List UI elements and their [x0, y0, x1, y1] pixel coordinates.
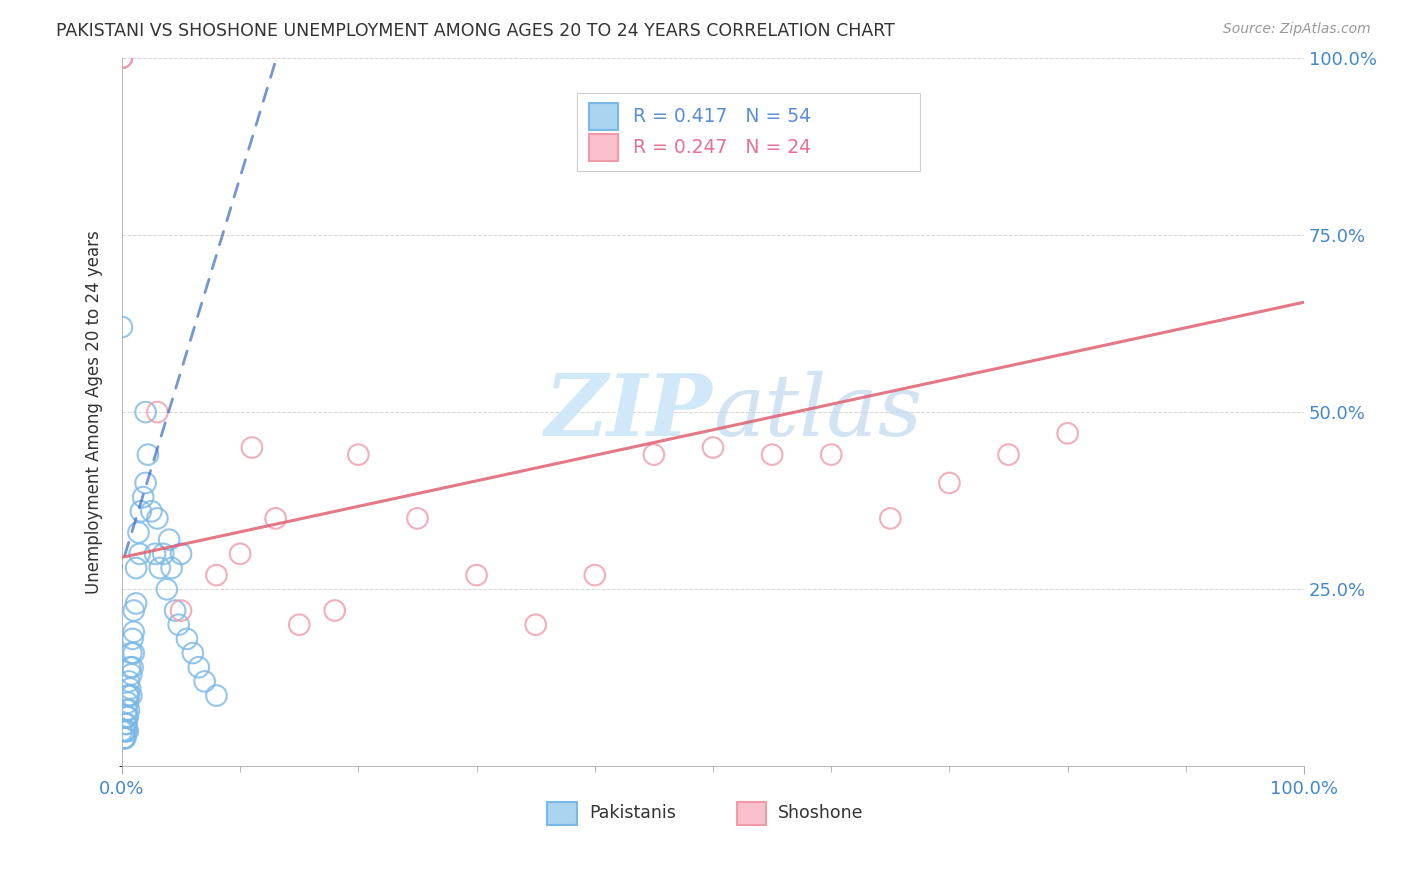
Text: ZIP: ZIP	[546, 370, 713, 454]
Point	[115, 710, 138, 724]
Point	[165, 603, 187, 617]
Point	[111, 51, 134, 65]
Point	[112, 731, 135, 745]
Text: Shoshone: Shoshone	[778, 804, 863, 822]
Point	[181, 646, 204, 660]
Point	[240, 441, 263, 455]
Point	[122, 624, 145, 639]
Point	[117, 696, 139, 710]
Point	[112, 724, 135, 739]
Point	[114, 717, 136, 731]
Point	[117, 689, 139, 703]
Point	[120, 689, 142, 703]
Point	[583, 568, 606, 582]
Point	[820, 448, 842, 462]
Point	[118, 689, 141, 703]
Point	[135, 405, 157, 419]
Point	[146, 511, 169, 525]
Point	[115, 703, 138, 717]
Point	[111, 724, 134, 739]
Text: atlas: atlas	[713, 371, 922, 453]
Text: PAKISTANI VS SHOSHONE UNEMPLOYMENT AMONG AGES 20 TO 24 YEARS CORRELATION CHART: PAKISTANI VS SHOSHONE UNEMPLOYMENT AMONG…	[56, 22, 896, 40]
Point	[125, 597, 148, 611]
Point	[136, 448, 159, 462]
Point	[132, 490, 155, 504]
Point	[1056, 426, 1078, 441]
Point	[152, 547, 174, 561]
Point	[149, 561, 172, 575]
Point	[114, 731, 136, 745]
FancyBboxPatch shape	[576, 93, 920, 171]
Point	[111, 51, 134, 65]
Point	[122, 646, 145, 660]
Text: R = 0.417   N = 54: R = 0.417 N = 54	[633, 107, 811, 126]
Point	[643, 448, 665, 462]
Y-axis label: Unemployment Among Ages 20 to 24 years: Unemployment Among Ages 20 to 24 years	[86, 230, 103, 594]
Point	[120, 681, 142, 696]
Point	[115, 724, 138, 739]
Point	[170, 547, 193, 561]
Point	[122, 603, 145, 617]
Point	[141, 504, 163, 518]
Point	[114, 724, 136, 739]
Bar	[589, 134, 619, 161]
Point	[121, 660, 143, 674]
Point	[118, 703, 141, 717]
Point	[125, 561, 148, 575]
Point	[938, 475, 960, 490]
Point	[143, 547, 166, 561]
Bar	[737, 802, 766, 825]
Point	[118, 674, 141, 689]
Point	[187, 660, 209, 674]
Point	[112, 731, 135, 745]
Point	[347, 448, 370, 462]
Point	[120, 660, 142, 674]
Point	[128, 547, 150, 561]
Point	[229, 547, 252, 561]
Point	[323, 603, 346, 617]
Point	[121, 632, 143, 646]
Bar	[589, 103, 619, 130]
Point	[524, 617, 547, 632]
Point	[120, 646, 142, 660]
Point	[194, 674, 217, 689]
Point	[156, 582, 179, 597]
Point	[117, 710, 139, 724]
Point	[111, 51, 134, 65]
Point	[167, 617, 190, 632]
Point	[135, 475, 157, 490]
Point	[160, 561, 183, 575]
Bar	[547, 802, 576, 825]
Text: Source: ZipAtlas.com: Source: ZipAtlas.com	[1223, 22, 1371, 37]
Point	[146, 405, 169, 419]
Point	[120, 667, 142, 681]
Point	[170, 603, 193, 617]
Point	[127, 525, 149, 540]
Point	[157, 533, 180, 547]
Point	[176, 632, 198, 646]
Point	[879, 511, 901, 525]
Point	[129, 504, 152, 518]
Point	[111, 320, 134, 334]
Point	[115, 717, 138, 731]
Point	[117, 724, 139, 739]
Point	[761, 448, 783, 462]
Point	[288, 617, 311, 632]
Point	[264, 511, 287, 525]
Point	[205, 689, 228, 703]
Point	[406, 511, 429, 525]
Point	[465, 568, 488, 582]
Text: R = 0.247   N = 24: R = 0.247 N = 24	[633, 138, 811, 157]
Point	[205, 568, 228, 582]
Point	[702, 441, 724, 455]
Point	[997, 448, 1019, 462]
Text: Pakistanis: Pakistanis	[589, 804, 676, 822]
